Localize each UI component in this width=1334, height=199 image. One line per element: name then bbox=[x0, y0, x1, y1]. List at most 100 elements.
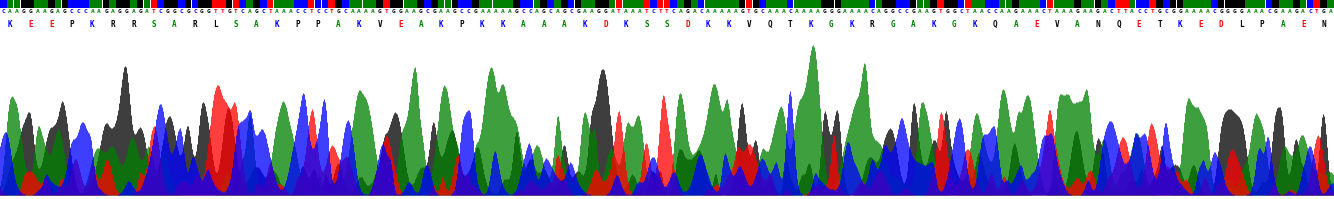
Text: G: G bbox=[227, 9, 231, 14]
Text: C: C bbox=[570, 9, 574, 14]
Bar bbox=[787, 0, 794, 8]
Bar bbox=[1006, 0, 1013, 8]
Text: C: C bbox=[159, 9, 163, 14]
Text: A: A bbox=[8, 9, 12, 14]
Bar bbox=[944, 0, 951, 8]
Text: G: G bbox=[1219, 9, 1223, 14]
Bar bbox=[1218, 0, 1225, 8]
Text: C: C bbox=[69, 9, 73, 14]
Text: G: G bbox=[63, 9, 67, 14]
Text: A: A bbox=[611, 9, 614, 14]
Bar bbox=[1231, 0, 1238, 8]
Text: C: C bbox=[1309, 9, 1311, 14]
Text: A: A bbox=[583, 9, 587, 14]
Text: G: G bbox=[1158, 9, 1162, 14]
Text: A: A bbox=[1007, 9, 1011, 14]
Bar bbox=[1266, 0, 1273, 8]
Bar bbox=[376, 0, 383, 8]
Text: T: T bbox=[152, 9, 156, 14]
Bar bbox=[1109, 0, 1115, 8]
Bar bbox=[514, 0, 520, 8]
Text: A: A bbox=[480, 9, 484, 14]
Bar bbox=[691, 0, 698, 8]
Bar bbox=[978, 0, 984, 8]
Text: A: A bbox=[878, 9, 880, 14]
Bar bbox=[828, 0, 834, 8]
Text: C: C bbox=[528, 9, 532, 14]
Bar bbox=[930, 0, 936, 8]
Text: G: G bbox=[576, 9, 580, 14]
Bar bbox=[171, 0, 177, 8]
Text: G: G bbox=[29, 9, 32, 14]
Bar bbox=[678, 0, 684, 8]
Text: P: P bbox=[316, 20, 320, 29]
Text: G: G bbox=[515, 9, 519, 14]
Bar bbox=[951, 0, 958, 8]
Bar bbox=[20, 0, 27, 8]
Bar bbox=[486, 0, 492, 8]
Text: A: A bbox=[775, 9, 778, 14]
Text: C: C bbox=[1042, 9, 1045, 14]
Text: A: A bbox=[542, 20, 546, 29]
Text: V: V bbox=[1055, 20, 1059, 29]
Text: G: G bbox=[454, 9, 456, 14]
Bar bbox=[896, 0, 903, 8]
Text: A: A bbox=[351, 9, 355, 14]
Text: C: C bbox=[959, 9, 963, 14]
Text: A: A bbox=[1329, 9, 1333, 14]
Bar bbox=[41, 0, 48, 8]
Text: G: G bbox=[686, 9, 690, 14]
Bar bbox=[350, 0, 356, 8]
Bar bbox=[28, 0, 33, 8]
Text: A: A bbox=[863, 9, 867, 14]
Bar bbox=[1286, 0, 1293, 8]
Bar bbox=[938, 0, 944, 8]
Text: G: G bbox=[49, 9, 53, 14]
Text: A: A bbox=[1199, 9, 1202, 14]
Text: G: G bbox=[1014, 9, 1018, 14]
Bar bbox=[534, 0, 540, 8]
Bar bbox=[630, 0, 636, 8]
Text: G: G bbox=[474, 9, 478, 14]
Bar bbox=[746, 0, 752, 8]
Bar bbox=[643, 0, 650, 8]
Text: G: G bbox=[165, 9, 169, 14]
Text: A: A bbox=[97, 9, 101, 14]
Text: G: G bbox=[255, 9, 259, 14]
Text: C: C bbox=[904, 9, 908, 14]
Bar bbox=[1279, 0, 1286, 8]
Text: Q: Q bbox=[767, 20, 772, 29]
Text: C: C bbox=[344, 9, 347, 14]
Text: T: T bbox=[788, 20, 792, 29]
Text: G: G bbox=[391, 9, 395, 14]
Bar bbox=[582, 0, 588, 8]
Bar bbox=[1039, 0, 1046, 8]
Bar bbox=[1019, 0, 1026, 8]
Bar bbox=[492, 0, 499, 8]
Text: L: L bbox=[1239, 20, 1245, 29]
Text: A: A bbox=[1254, 9, 1257, 14]
Bar bbox=[164, 0, 171, 8]
Bar bbox=[396, 0, 403, 8]
Text: A: A bbox=[111, 9, 115, 14]
Bar bbox=[1293, 0, 1299, 8]
Text: A: A bbox=[281, 9, 285, 14]
Bar bbox=[608, 0, 615, 8]
Bar bbox=[1183, 0, 1190, 8]
Bar bbox=[438, 0, 444, 8]
Text: A: A bbox=[336, 20, 342, 29]
Bar bbox=[890, 0, 896, 8]
Text: V: V bbox=[378, 20, 382, 29]
Bar bbox=[418, 0, 424, 8]
Bar bbox=[1190, 0, 1197, 8]
Text: A: A bbox=[631, 9, 635, 14]
Bar bbox=[444, 0, 451, 8]
Bar bbox=[219, 0, 225, 8]
Text: A: A bbox=[911, 20, 915, 29]
Bar bbox=[1102, 0, 1109, 8]
Bar bbox=[1259, 0, 1266, 8]
Text: G: G bbox=[823, 9, 826, 14]
Text: A: A bbox=[802, 9, 806, 14]
Text: A: A bbox=[624, 9, 628, 14]
Bar bbox=[656, 0, 663, 8]
